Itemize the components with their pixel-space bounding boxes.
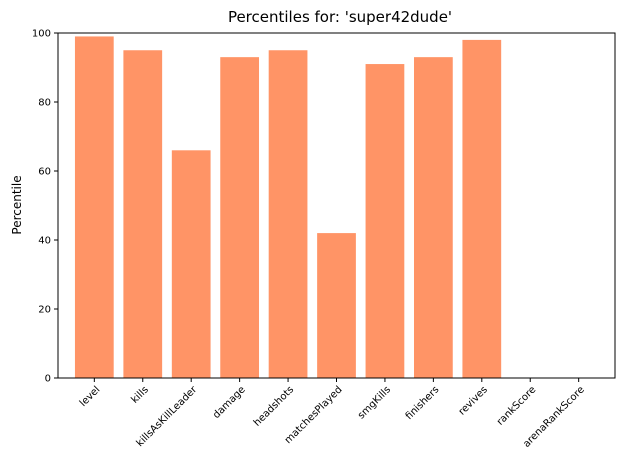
bar-level [74, 36, 114, 378]
y-axis-label: Percentile [10, 175, 24, 234]
bar-finishers [414, 57, 453, 379]
y-tick-label: 20 [38, 305, 51, 316]
x-tick-label-finishers: finishers [404, 384, 442, 422]
y-tick-label: 60 [38, 167, 51, 178]
bar-damage [220, 57, 260, 379]
bars-group [74, 36, 502, 379]
bar-smgKills [365, 64, 405, 379]
bar-revives [462, 39, 502, 379]
x-tick-label-level: level [78, 384, 103, 409]
bar-headshots [268, 50, 308, 378]
x-tick-label-damage: damage [211, 384, 248, 421]
bar-killsAsKillLeader [171, 150, 211, 378]
y-tick-label: 0 [45, 374, 51, 385]
x-tick-label-headshots: headshots [252, 384, 296, 428]
x-tick-label-kills: kills [129, 384, 150, 405]
bar-matchesPlayed [317, 233, 356, 378]
x-tick-label-revives: revives [457, 384, 490, 417]
x-tick-label-smgKills: smgKills [356, 384, 393, 421]
y-tick-label: 40 [38, 236, 51, 247]
y-axis-ticks: 0 20 40 60 80 100 [32, 29, 58, 385]
chart-title: Percentiles for: 'super42dude' [228, 8, 452, 26]
plot-frame [57, 32, 616, 379]
y-tick-label: 80 [38, 98, 51, 109]
y-tick-label: 100 [32, 29, 51, 40]
x-tick-label-rankScore: rankScore [495, 384, 538, 427]
bar-kills [123, 50, 163, 378]
